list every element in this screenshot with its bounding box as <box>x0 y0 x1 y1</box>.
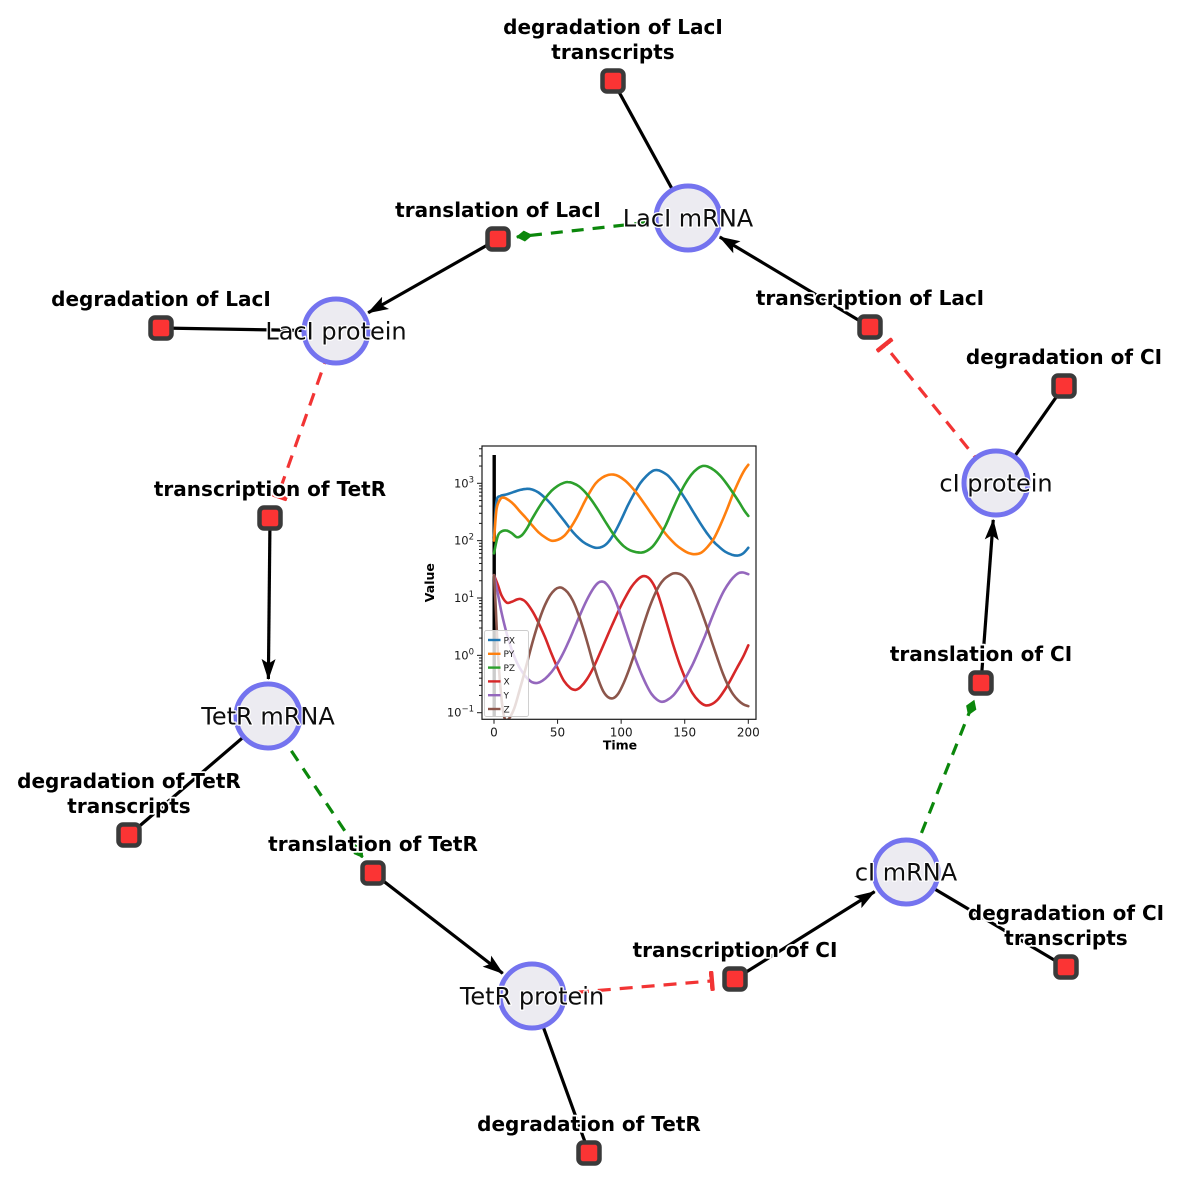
reaction-label-deg_tetr_tx: degradation of TetR <box>17 769 241 793</box>
species-label-tetr_protein: TetR protein <box>459 983 604 1011</box>
reaction-label-txn_tetr: transcription of TetR <box>154 477 386 501</box>
reaction-label-txn_ci: transcription of CI <box>633 938 838 962</box>
series-PY <box>492 463 750 556</box>
y-tick-label: 103 <box>454 475 474 490</box>
reaction-label-deg_laci_tx: transcripts <box>551 40 674 64</box>
species-label-ci_protein: cI protein <box>939 470 1052 498</box>
species-label-laci_protein: LacI protein <box>265 318 406 346</box>
reaction-label-deg_tetr_tx: transcripts <box>67 794 190 818</box>
edge-arrow-transl_tetr-tetr_protein <box>372 871 504 975</box>
edge-arrow-txn_ci-ci_mrna <box>734 890 876 981</box>
reaction-node-txn_tetr <box>257 505 283 531</box>
y-tick-label: 102 <box>454 533 474 548</box>
reaction-label-transl_ci: translation of CI <box>890 642 1072 666</box>
axes-frame <box>481 445 757 720</box>
series-PZ <box>492 464 750 555</box>
x-tick-label: 100 <box>610 725 633 739</box>
legend-label-X: X <box>504 678 510 688</box>
species-node-ci_protein <box>961 448 1031 518</box>
reaction-label-deg_tetr: degradation of TetR <box>477 1112 701 1136</box>
legend-label-PY: PY <box>504 650 515 660</box>
reaction-label-deg_ci_tx: transcripts <box>1004 926 1127 950</box>
x-axis-label: Time <box>603 737 637 752</box>
series-PX <box>492 468 750 557</box>
species-node-laci_mrna <box>653 183 723 253</box>
plot-curves <box>492 463 750 720</box>
reaction-node-txn_laci <box>857 314 883 340</box>
reaction-node-deg_laci <box>148 315 174 341</box>
species-node-tetr_protein <box>497 961 567 1031</box>
reaction-label-transl_tetr: translation of TetR <box>268 832 478 856</box>
reaction-node-deg_tetr_tx <box>116 822 142 848</box>
y-tick-label: 101 <box>454 590 474 605</box>
species-labels: LacI mRNA LacI protein cI protein TetR mRNA… <box>199 203 1054 1012</box>
species-node-laci_protein <box>301 296 371 366</box>
plot-tick-labels: 0 50 100 150 200 103 102 101 100 10−1 <box>447 475 760 739</box>
plot-legend: PX PY PZ XYZ <box>484 630 529 717</box>
reaction-node-txn_ci <box>722 966 748 992</box>
reaction-label-deg_laci: degradation of LacI <box>51 287 271 311</box>
legend-label-PX: PX <box>504 636 516 646</box>
reaction-node-deg_tetr <box>576 1140 602 1166</box>
inset-plot: 0 50 100 150 20010310210110010−1TimeValuePXP… <box>422 445 760 752</box>
edge-arrow-txn_tetr-tetr_mrna <box>261 517 276 681</box>
legend-label-Y: Y <box>503 692 510 702</box>
reaction-label-transl_laci: translation of LacI <box>395 198 601 222</box>
series-Y <box>492 571 750 704</box>
species-label-ci_mrna: cI mRNA <box>855 859 958 887</box>
species-node-tetr_mrna <box>233 681 303 751</box>
legend-label-Z: Z <box>504 705 510 715</box>
reaction-node-transl_tetr <box>360 860 386 886</box>
edge-arrow-txn_laci-laci_mrna <box>718 235 871 329</box>
reaction-label-txn_laci: transcription of LacI <box>756 286 984 310</box>
reaction-labels: degradation of LacItranscriptstranslatio… <box>15 13 1165 1138</box>
species-node-ci_mrna <box>871 837 941 907</box>
y-tick-label: 10−1 <box>447 705 474 720</box>
reaction-label-deg_ci: degradation of CI <box>966 345 1162 369</box>
reaction-label-deg_ci_tx: degradation of CI <box>968 901 1164 925</box>
species-nodes <box>233 183 1031 1031</box>
reaction-node-deg_laci_tx <box>600 68 626 94</box>
reaction-label-deg_laci_tx: degradation of LacI <box>503 15 723 39</box>
x-tick-label: 150 <box>673 725 696 739</box>
reaction-nodes <box>116 68 1079 1166</box>
y-tick-label: 100 <box>454 647 474 662</box>
species-label-tetr_mrna: TetR mRNA <box>200 703 335 731</box>
legend-label-PZ: PZ <box>504 664 516 674</box>
reaction-node-deg_ci_tx <box>1053 954 1079 980</box>
x-tick-label: 0 <box>490 725 498 739</box>
reaction-node-transl_laci <box>485 226 511 252</box>
x-tick-label: 50 <box>550 725 565 739</box>
edge-arrow-transl_ci-ci_protein <box>979 518 999 684</box>
reaction-node-deg_ci <box>1051 373 1077 399</box>
x-tick-label: 200 <box>737 725 760 739</box>
y-axis-label: Value <box>422 563 437 602</box>
edge-arrow-transl_laci-laci_protein <box>367 237 499 315</box>
reaction-node-transl_ci <box>968 670 994 696</box>
species-label-laci_mrna: LacI mRNA <box>623 205 754 233</box>
